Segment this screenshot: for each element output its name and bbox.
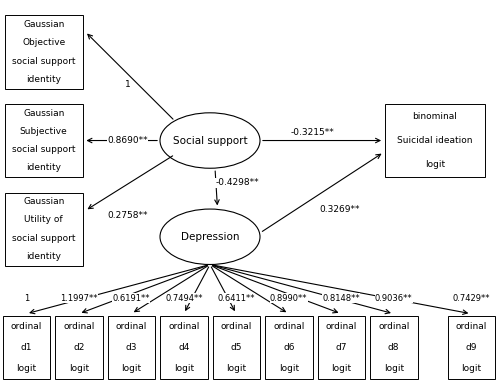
Text: Depression: Depression	[181, 232, 240, 242]
FancyBboxPatch shape	[212, 316, 260, 379]
Text: -0.3215**: -0.3215**	[290, 128, 335, 137]
FancyBboxPatch shape	[5, 15, 82, 89]
Text: ordinal: ordinal	[326, 322, 357, 331]
Text: Objective: Objective	[22, 38, 66, 47]
Text: logit: logit	[121, 364, 142, 373]
FancyBboxPatch shape	[265, 316, 312, 379]
Text: social support: social support	[12, 57, 76, 65]
FancyBboxPatch shape	[5, 104, 82, 177]
Text: 0.2758**: 0.2758**	[107, 211, 148, 220]
Text: logit: logit	[384, 364, 404, 373]
Text: logit: logit	[461, 364, 481, 373]
Text: logit: logit	[174, 364, 194, 373]
Text: Utility of: Utility of	[24, 216, 63, 224]
Text: identity: identity	[26, 75, 61, 84]
Text: d3: d3	[126, 343, 137, 352]
Text: 1.1997**: 1.1997**	[60, 294, 98, 303]
Text: logit: logit	[16, 364, 36, 373]
FancyBboxPatch shape	[5, 192, 82, 266]
Text: d2: d2	[73, 343, 85, 352]
Text: ordinal: ordinal	[168, 322, 200, 331]
FancyBboxPatch shape	[318, 316, 365, 379]
FancyBboxPatch shape	[55, 316, 102, 379]
Text: d7: d7	[336, 343, 347, 352]
Text: social support: social support	[12, 145, 76, 154]
Text: ordinal: ordinal	[63, 322, 94, 331]
Text: Suicidal ideation: Suicidal ideation	[397, 136, 473, 145]
FancyBboxPatch shape	[160, 316, 208, 379]
Text: 0.7429**: 0.7429**	[452, 294, 490, 303]
Text: 0.8690**: 0.8690**	[107, 136, 148, 145]
FancyBboxPatch shape	[448, 316, 495, 379]
Text: d6: d6	[283, 343, 294, 352]
Text: logit: logit	[226, 364, 246, 373]
Text: 0.6411**: 0.6411**	[218, 294, 255, 303]
Text: logit: logit	[278, 364, 299, 373]
Text: 0.7494**: 0.7494**	[165, 294, 202, 303]
Text: 0.9036**: 0.9036**	[375, 294, 412, 303]
Text: identity: identity	[26, 252, 61, 261]
Text: 0.8990**: 0.8990**	[270, 294, 308, 303]
Text: 0.6191**: 0.6191**	[112, 294, 150, 303]
Text: ordinal: ordinal	[220, 322, 252, 331]
Text: ordinal: ordinal	[378, 322, 410, 331]
Text: 1: 1	[24, 294, 29, 303]
FancyBboxPatch shape	[370, 316, 418, 379]
Text: binominal: binominal	[412, 112, 458, 121]
Text: Gaussian: Gaussian	[23, 197, 64, 206]
Ellipse shape	[160, 113, 260, 168]
Text: ordinal: ordinal	[116, 322, 147, 331]
Text: d5: d5	[230, 343, 242, 352]
Text: logit: logit	[68, 364, 89, 373]
Text: d1: d1	[20, 343, 32, 352]
Text: ordinal: ordinal	[10, 322, 42, 331]
Text: d4: d4	[178, 343, 190, 352]
Text: 1: 1	[124, 80, 130, 89]
FancyBboxPatch shape	[2, 316, 50, 379]
Text: -0.4298**: -0.4298**	[216, 178, 260, 187]
Text: Gaussian: Gaussian	[23, 20, 64, 29]
Text: d8: d8	[388, 343, 400, 352]
Text: identity: identity	[26, 164, 61, 172]
Text: d9: d9	[466, 343, 477, 352]
Ellipse shape	[160, 209, 260, 264]
Text: Social support: Social support	[172, 136, 248, 146]
Text: Gaussian: Gaussian	[23, 109, 64, 117]
Text: Subjective: Subjective	[20, 127, 68, 136]
Text: 0.8148**: 0.8148**	[322, 294, 360, 303]
Text: logit: logit	[425, 161, 445, 169]
FancyBboxPatch shape	[385, 104, 485, 177]
Text: social support: social support	[12, 234, 76, 243]
Text: ordinal: ordinal	[456, 322, 487, 331]
Text: logit: logit	[331, 364, 351, 373]
Text: ordinal: ordinal	[273, 322, 304, 331]
Text: 0.3269**: 0.3269**	[320, 205, 360, 214]
FancyBboxPatch shape	[108, 316, 155, 379]
